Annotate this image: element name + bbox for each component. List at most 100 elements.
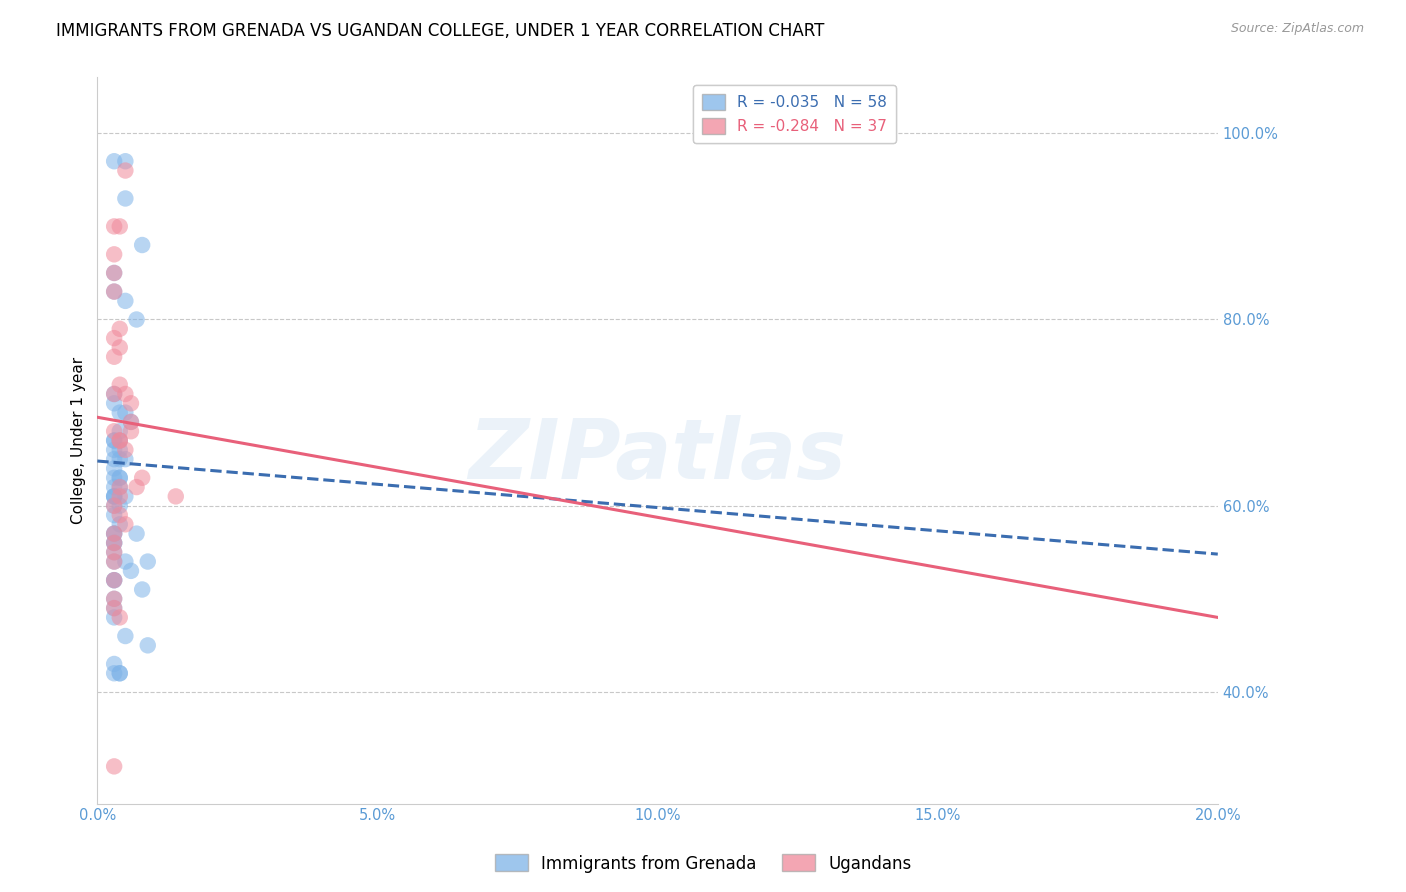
Point xyxy=(108,377,131,392)
Point xyxy=(108,219,131,234)
Point xyxy=(114,489,136,503)
Point xyxy=(131,238,153,252)
Point xyxy=(114,387,136,401)
Point xyxy=(114,154,136,169)
Point xyxy=(103,442,125,457)
Point xyxy=(103,396,125,410)
Point xyxy=(103,536,125,550)
Point xyxy=(120,564,142,578)
Point xyxy=(108,434,131,448)
Point xyxy=(108,471,131,485)
Point xyxy=(103,526,125,541)
Point xyxy=(103,545,125,559)
Point xyxy=(103,387,125,401)
Text: Source: ZipAtlas.com: Source: ZipAtlas.com xyxy=(1230,22,1364,36)
Point xyxy=(108,499,131,513)
Point xyxy=(103,508,125,522)
Point xyxy=(108,452,131,467)
Point xyxy=(120,396,142,410)
Point xyxy=(114,629,136,643)
Y-axis label: College, Under 1 year: College, Under 1 year xyxy=(72,357,86,524)
Point xyxy=(108,406,131,420)
Point xyxy=(108,434,131,448)
Point xyxy=(103,387,125,401)
Point xyxy=(103,591,125,606)
Point xyxy=(103,573,125,587)
Point xyxy=(108,322,131,336)
Point xyxy=(103,666,125,681)
Point xyxy=(108,480,131,494)
Point xyxy=(103,545,125,559)
Point xyxy=(103,526,125,541)
Point xyxy=(103,266,125,280)
Point xyxy=(108,666,131,681)
Point xyxy=(108,517,131,532)
Point xyxy=(114,452,136,467)
Point xyxy=(108,471,131,485)
Point xyxy=(103,219,125,234)
Point xyxy=(108,340,131,354)
Text: ZIPatlas: ZIPatlas xyxy=(468,415,846,496)
Point xyxy=(108,489,131,503)
Point xyxy=(103,555,125,569)
Point xyxy=(120,415,142,429)
Point xyxy=(103,489,125,503)
Point xyxy=(103,461,125,475)
Point xyxy=(103,573,125,587)
Point xyxy=(103,247,125,261)
Point xyxy=(108,666,131,681)
Point xyxy=(114,517,136,532)
Point xyxy=(103,489,125,503)
Point xyxy=(165,489,187,503)
Point xyxy=(103,480,125,494)
Point xyxy=(103,657,125,671)
Point xyxy=(114,293,136,308)
Point xyxy=(103,331,125,345)
Point xyxy=(103,434,125,448)
Point xyxy=(103,555,125,569)
Point xyxy=(103,489,125,503)
Point xyxy=(114,406,136,420)
Point xyxy=(136,555,159,569)
Point xyxy=(103,154,125,169)
Point xyxy=(114,555,136,569)
Point xyxy=(131,582,153,597)
Point xyxy=(103,266,125,280)
Point xyxy=(103,610,125,624)
Point xyxy=(103,759,125,773)
Point xyxy=(103,350,125,364)
Point xyxy=(103,601,125,615)
Text: IMMIGRANTS FROM GRENADA VS UGANDAN COLLEGE, UNDER 1 YEAR CORRELATION CHART: IMMIGRANTS FROM GRENADA VS UGANDAN COLLE… xyxy=(56,22,824,40)
Point xyxy=(120,415,142,429)
Point xyxy=(108,424,131,438)
Point xyxy=(103,573,125,587)
Point xyxy=(103,526,125,541)
Point xyxy=(131,471,153,485)
Point xyxy=(114,163,136,178)
Legend: Immigrants from Grenada, Ugandans: Immigrants from Grenada, Ugandans xyxy=(488,847,918,880)
Point xyxy=(125,526,148,541)
Point xyxy=(103,285,125,299)
Legend: R = -0.035   N = 58, R = -0.284   N = 37: R = -0.035 N = 58, R = -0.284 N = 37 xyxy=(693,85,897,143)
Point xyxy=(125,480,148,494)
Point xyxy=(103,285,125,299)
Point xyxy=(108,480,131,494)
Point xyxy=(114,442,136,457)
Point xyxy=(103,601,125,615)
Point xyxy=(103,434,125,448)
Point xyxy=(136,638,159,652)
Point xyxy=(114,191,136,205)
Point xyxy=(103,536,125,550)
Point xyxy=(103,499,125,513)
Point xyxy=(108,508,131,522)
Point xyxy=(108,442,131,457)
Point xyxy=(103,591,125,606)
Point xyxy=(103,536,125,550)
Point xyxy=(108,610,131,624)
Point xyxy=(103,471,125,485)
Point xyxy=(125,312,148,326)
Point xyxy=(103,452,125,467)
Point xyxy=(103,499,125,513)
Point xyxy=(108,434,131,448)
Point xyxy=(120,424,142,438)
